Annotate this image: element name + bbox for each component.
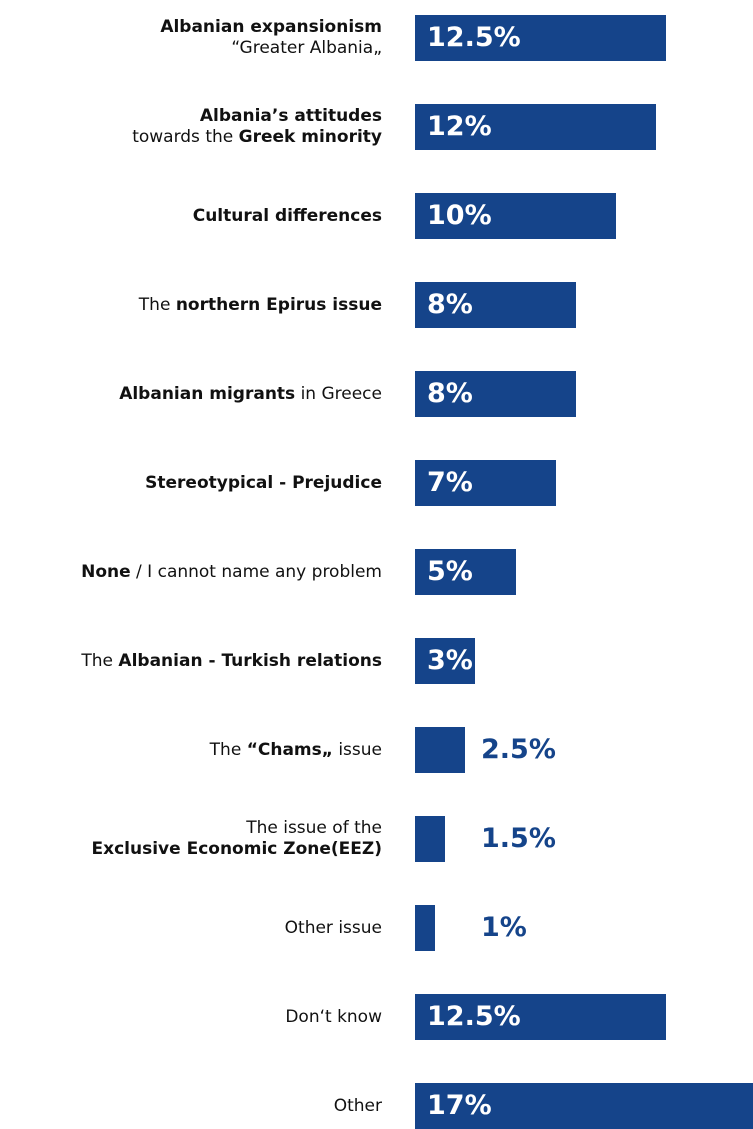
value-label: 12.5%: [427, 1001, 521, 1032]
value-label: 12%: [427, 111, 492, 142]
value-label: 3%: [427, 645, 473, 676]
bar: [415, 638, 476, 684]
category-label: The Albanian - Turkish relations: [81, 650, 382, 671]
category-label: The issue of the Exclusive Economic Zone(…: [91, 818, 382, 859]
category-label: Albanian expansionism “Greater Albania„: [160, 17, 382, 58]
bar: [415, 371, 576, 417]
bar: [415, 104, 657, 150]
bar: [415, 15, 667, 61]
category-label: The northern Epirus issue: [138, 294, 382, 315]
category-label: Albanian migrants in Greece: [119, 383, 382, 404]
value-label: 1%: [481, 912, 527, 943]
value-label: 10%: [427, 200, 492, 231]
value-label: 2.5%: [481, 734, 556, 765]
value-label: 8%: [427, 289, 473, 320]
category-label: The “Chams„ issue: [209, 739, 382, 760]
category-label: None / I cannot name any problem: [81, 561, 382, 582]
bar: [415, 549, 516, 595]
value-label: 17%: [427, 1090, 492, 1121]
value-label: 8%: [427, 378, 473, 409]
bar: [415, 460, 556, 506]
value-label: 5%: [427, 556, 473, 587]
bar: [415, 994, 667, 1040]
category-label: Other: [333, 1095, 382, 1116]
category-label: Don‘t know: [285, 1006, 382, 1027]
bar: [415, 727, 466, 773]
value-label: 7%: [427, 467, 473, 498]
bar: [415, 816, 446, 862]
category-label: Cultural differences: [192, 205, 382, 226]
bar: [415, 905, 436, 951]
bar: [415, 282, 576, 328]
value-label: 1.5%: [481, 823, 556, 854]
category-label: Other issue: [284, 917, 382, 938]
category-label: Albania’s attitudes towards the Greek min…: [132, 106, 382, 147]
bar: [415, 1083, 753, 1129]
value-label: 12.5%: [427, 22, 521, 53]
category-label: Stereotypical - Prejudice: [145, 472, 382, 493]
bar: [415, 193, 616, 239]
